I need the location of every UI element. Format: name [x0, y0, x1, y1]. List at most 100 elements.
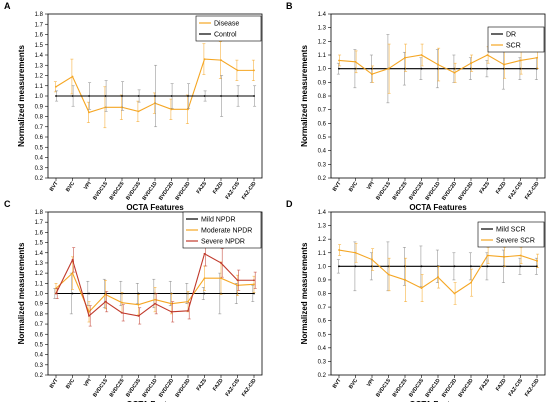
legend-label: Mild NPDR — [201, 217, 236, 224]
legend-label: Mild SCR — [496, 227, 526, 234]
data-point — [55, 292, 57, 295]
x-tick-label: FAZ-CID — [241, 181, 258, 201]
y-tick-label: 0.5 — [35, 342, 44, 348]
data-point — [338, 59, 340, 62]
data-point — [420, 265, 423, 268]
data-point — [137, 110, 140, 113]
panel-letter: D — [286, 199, 293, 209]
legend-label: Severe NPDR — [201, 239, 245, 246]
y-tick-label: 1.2 — [318, 39, 327, 45]
x-tick-label: FAZ-CID — [241, 378, 258, 398]
y-tick-label: 1.4 — [35, 53, 44, 59]
y-axis-title: Normalized measurements — [17, 242, 26, 344]
data-point — [55, 95, 57, 97]
legend: DR SCR — [487, 26, 545, 53]
x-tick-label: BVDC2D — [158, 181, 175, 202]
legend: Mild SCR Severe SCR — [477, 221, 545, 248]
panel-b: B 0.2 0.3 0.4 0.5 0.6 0.7 0.8 0.9 1.0 1.1 1.2 1.3 1.4… — [286, 1, 546, 212]
y-tick-label: 1.3 — [35, 63, 44, 69]
y-tick-label: 0.2 — [35, 373, 44, 379]
x-tick-label: BVT — [332, 377, 343, 390]
data-point — [354, 60, 357, 63]
y-tick-label: 0.4 — [35, 353, 44, 359]
data-point — [404, 279, 406, 281]
x-tick-label: FAZS — [479, 377, 492, 392]
x-tick-label: FAZD — [495, 181, 508, 196]
x-tick-label: FAZS — [479, 180, 492, 195]
x-tick-label: BVDC2D — [441, 181, 458, 202]
x-tick-label: FAZS — [196, 377, 209, 392]
y-tick-label: 1.1 — [35, 281, 44, 287]
y-tick-label: 0.7 — [318, 108, 327, 114]
y-tick-label: 0.7 — [35, 125, 44, 131]
data-point — [420, 287, 423, 289]
x-tick-label: FAZ-CIS — [508, 377, 525, 397]
x-tick-label: FAZ-CIS — [225, 180, 242, 200]
x-tick-label: BVC — [348, 180, 359, 193]
y-tick-label: 1.7 — [35, 220, 44, 226]
data-point — [220, 59, 222, 62]
y-tick-label: 1.4 — [318, 210, 327, 216]
data-point — [104, 300, 107, 303]
data-point — [420, 67, 423, 70]
data-point — [170, 95, 173, 97]
x-tick-label: BVDC1D — [141, 378, 158, 399]
y-tick-label: 0.8 — [318, 292, 327, 298]
data-point — [536, 260, 538, 262]
x-tick-label: BVDC2S — [392, 377, 409, 398]
y-tick-label: 1.4 — [35, 251, 44, 257]
data-point — [170, 108, 173, 111]
legend-box — [477, 221, 545, 248]
data-point — [437, 276, 439, 279]
y-tick-label: 1.5 — [35, 241, 44, 247]
y-tick-label: 0.3 — [318, 359, 327, 365]
x-tick-label: BVDC1D — [424, 181, 441, 202]
x-tick-label: BVC — [65, 180, 76, 193]
data-point — [470, 281, 472, 284]
series-line — [338, 249, 538, 295]
legend-label: Control — [214, 32, 237, 39]
y-tick-label: 1.2 — [35, 271, 44, 277]
data-point — [486, 254, 489, 257]
x-tick-label: BVDC1S — [92, 180, 109, 201]
x-tick-label: VPI — [83, 377, 93, 388]
y-tick-label: 0.2 — [318, 176, 327, 182]
data-point — [536, 56, 538, 59]
x-tick-label: BVDC3S — [125, 377, 142, 398]
y-tick-label: 1.6 — [35, 33, 44, 39]
x-tick-label: FAZS — [196, 180, 209, 195]
panel-c: C 0.2 0.3 0.4 0.5 0.6 0.7 0.8 0.9 1.0 1.1 1.2 1.3 1.4… — [4, 199, 263, 402]
data-point — [354, 265, 357, 268]
data-point — [470, 62, 472, 65]
panel-d: D 0.2 0.3 0.4 0.5 0.6 0.7 0.8 0.9 1.0 1.1 1.2 1.3 1.4… — [286, 199, 546, 402]
y-tick-label: 0.4 — [318, 346, 327, 352]
data-point — [187, 108, 189, 111]
data-point — [88, 95, 90, 97]
data-point — [220, 262, 222, 264]
data-point — [253, 95, 255, 97]
y-axis-title: Normalized measurements — [17, 45, 26, 147]
data-point — [519, 265, 522, 268]
x-tick-label: BVDC2D — [441, 378, 458, 399]
x-tick-label: BVT — [49, 377, 60, 390]
y-tick-label: 0.4 — [35, 156, 44, 162]
series-severe-npdr — [55, 241, 257, 327]
data-point — [121, 301, 123, 304]
x-tick-label: BVC — [348, 377, 359, 390]
data-point — [387, 67, 390, 70]
y-tick-label: 0.6 — [318, 319, 327, 325]
data-point — [137, 95, 140, 97]
x-tick-label: VPI — [83, 180, 93, 191]
data-point — [503, 63, 505, 66]
y-tick-label: 0.9 — [35, 302, 44, 308]
y-tick-label: 1.3 — [318, 224, 327, 230]
y-tick-label: 1.7 — [35, 22, 44, 28]
y-tick-label: 1.8 — [35, 12, 44, 18]
data-point — [338, 265, 340, 268]
data-point — [253, 279, 255, 282]
x-tick-label: FAZ-CIS — [225, 377, 242, 397]
data-point — [137, 315, 140, 317]
data-point — [453, 71, 456, 74]
y-tick-label: 1.0 — [35, 292, 44, 298]
